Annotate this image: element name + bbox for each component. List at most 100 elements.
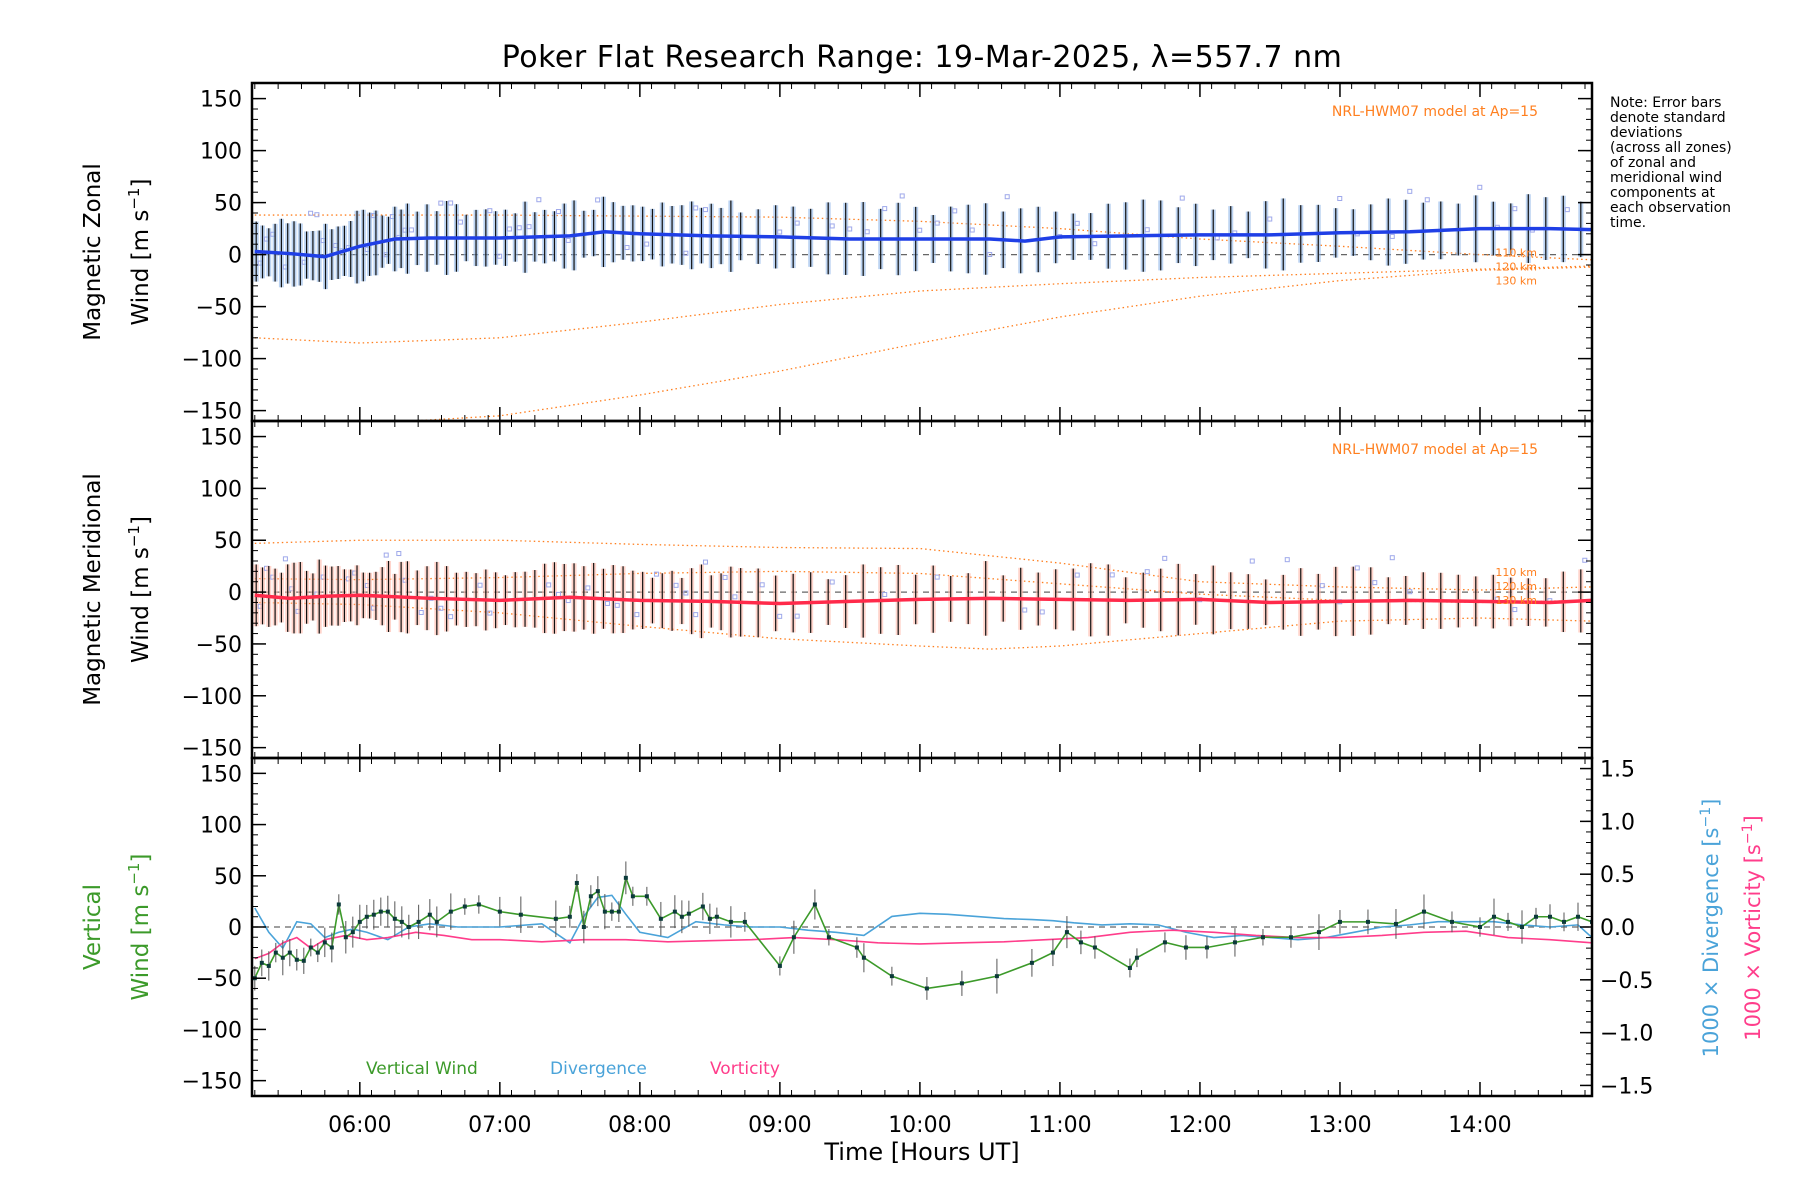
y2-tick-label: 0.0: [1600, 916, 1635, 941]
zone-point: [1144, 227, 1150, 233]
vertical-wind-point: [1491, 914, 1496, 919]
vertical-wind-point: [567, 914, 572, 919]
zone-point: [644, 241, 650, 247]
zone-point: [882, 592, 888, 598]
y-tick-label: 150: [200, 762, 242, 787]
zone-point: [448, 614, 454, 620]
vertical-wind-point: [364, 914, 369, 919]
zone-point: [759, 582, 765, 588]
zone-point: [732, 594, 738, 600]
vertical-wind-point: [385, 909, 390, 914]
vertical-wind-point: [574, 880, 579, 885]
model-line-130km: [254, 266, 1592, 421]
vertical-wind-point: [889, 974, 894, 979]
zone-point: [457, 219, 463, 225]
zone-point: [1284, 557, 1290, 563]
zone-point: [614, 602, 620, 608]
zone-point: [777, 613, 783, 619]
vertical-wind-point: [1134, 955, 1139, 960]
vertical-wind-point: [350, 930, 355, 935]
y-axis-title: Magnetic Zonal: [80, 163, 106, 341]
panel-frame: [250, 81, 1594, 423]
model-altitude-label: 110 km: [1495, 566, 1537, 579]
y-tick-label: 100: [200, 814, 242, 839]
zone-point: [634, 612, 640, 618]
vertical-wind-point: [1477, 925, 1482, 929]
vertical-wind-point: [427, 912, 432, 917]
y-tick-label: −50: [196, 633, 242, 658]
zone-point: [1354, 565, 1360, 571]
mean-wind-line: [254, 226, 1592, 259]
y2-tick-label: −1.5: [1600, 1074, 1653, 1099]
y-tick-label: −100: [182, 348, 242, 373]
x-tick-label: 06:00: [328, 1113, 391, 1138]
vertical-wind-point: [700, 904, 705, 909]
vertical-wind-point: [595, 889, 600, 894]
vertical-wind-point: [588, 894, 593, 899]
zone-point: [702, 559, 708, 565]
zone-point: [314, 212, 320, 218]
vertical-wind-point: [581, 925, 586, 929]
vertical-wind-point: [924, 986, 929, 991]
y2-label-divergence: 1000 × Divergence [s−1]: [1698, 799, 1723, 1058]
zone-point: [987, 251, 993, 257]
zone-point: [693, 205, 699, 211]
vertical-wind-point: [1204, 945, 1209, 950]
zone-point: [693, 612, 699, 618]
vertical-wind-point: [294, 957, 299, 962]
zone-point: [952, 208, 958, 214]
y2-label-vorticity: 1000 × Vorticity [s−1]: [1740, 815, 1765, 1040]
model-altitude-label: 130 km: [1495, 594, 1537, 607]
vertical-wind-point: [728, 919, 733, 924]
y2-tick-label: 1.5: [1600, 758, 1635, 783]
vertical-wind-point: [714, 914, 719, 919]
vertical-wind-point: [1078, 940, 1083, 945]
zone-point: [1407, 589, 1413, 595]
vertical-wind-point: [343, 935, 348, 940]
zone-point: [1144, 569, 1150, 575]
zone-point: [847, 226, 853, 232]
y-tick-label: −50: [196, 967, 242, 992]
zone-point: [934, 220, 940, 226]
y2-tick-label: 1.0: [1600, 810, 1635, 835]
zone-point: [565, 237, 571, 243]
zone-point: [383, 552, 389, 558]
x-tick-label: 10:00: [888, 1113, 951, 1138]
zone-point: [1022, 607, 1028, 613]
y-axis-title: Magnetic Meridional: [80, 473, 106, 706]
zone-point: [497, 253, 503, 259]
vertical-wind-point: [371, 912, 376, 917]
zone-point: [624, 245, 630, 251]
model-label: NRL-HWM07 model at Ap=15: [1332, 442, 1538, 458]
y2-tick-label: −0.5: [1600, 969, 1653, 994]
zone-point: [604, 600, 610, 606]
zone-point: [1249, 558, 1255, 564]
zone-point: [282, 556, 288, 562]
y-tick-label: −50: [196, 296, 242, 321]
model-line-120km: [254, 570, 1592, 604]
vertical-wind-point: [315, 950, 320, 955]
vertical-wind-point: [329, 945, 334, 950]
vertical-wind-point: [280, 955, 285, 960]
vertical-wind-point: [553, 916, 558, 921]
vertical-wind-point: [742, 919, 747, 924]
vertical-wind-point: [1365, 919, 1370, 924]
vertical-wind-point: [861, 955, 866, 960]
y-axis-units: Wind [m s−1]: [125, 854, 154, 1001]
zone-point: [555, 209, 561, 215]
vertical-wind-point: [854, 945, 859, 950]
zone-point: [546, 582, 552, 588]
zone-point: [1109, 572, 1115, 578]
vertical-wind-point: [1533, 914, 1538, 919]
vertical-wind-point: [1337, 919, 1342, 924]
y-tick-label: 0: [228, 244, 242, 269]
y-tick-label: 100: [200, 140, 242, 165]
data-layer: [252, 184, 1592, 421]
legend-vertical-wind: Vertical Wind: [366, 1059, 478, 1079]
zone-point: [438, 200, 444, 206]
zone-point: [1337, 195, 1343, 201]
y-axis-title: Vertical: [80, 884, 106, 970]
vertical-wind-point: [1547, 914, 1552, 919]
vertical-wind-point: [1561, 919, 1566, 924]
